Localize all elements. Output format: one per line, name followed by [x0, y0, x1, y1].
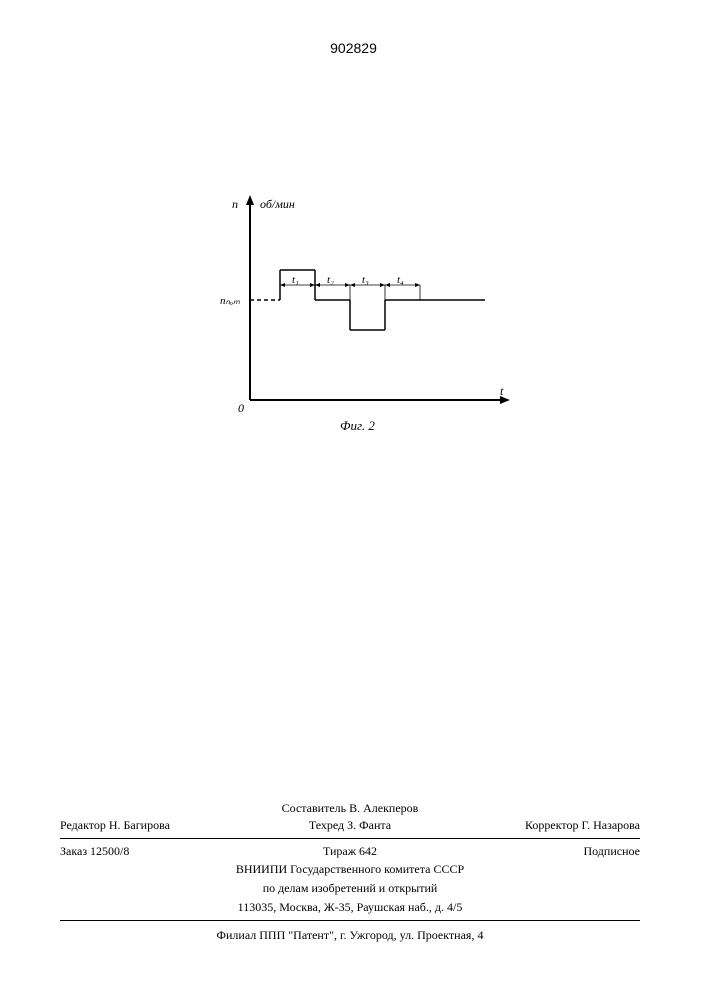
svg-text:t₂: t₂ [327, 274, 334, 286]
x-axis-label: t [500, 384, 504, 398]
org-line-2: по делам изобретений и открытий [60, 880, 640, 897]
compiler-line: Составитель В. Алекперов [60, 800, 640, 817]
nominal-label: nₙₒₘ [220, 295, 240, 307]
svg-text:t₁: t₁ [292, 274, 299, 286]
techred-line: Техред З. Фанта [253, 817, 446, 834]
address-line: 113035, Москва, Ж-35, Раушская наб., д. … [60, 899, 640, 916]
figure-label: Фиг. 2 [340, 418, 375, 433]
segment-markers: t₁ t₂ t₃ t₄ [280, 274, 420, 300]
order-line: Заказ 12500/8 [60, 843, 253, 860]
footer-colophon: Составитель В. Алекперов Редактор Н. Баг… [60, 800, 640, 944]
editor-line: Редактор Н. Багирова [60, 817, 253, 834]
y-axis-label-units: об/мин [260, 197, 295, 211]
org-line-1: ВНИИПИ Государственного комитета СССР [60, 861, 640, 878]
branch-line: Филиал ППП "Патент", г. Ужгород, ул. Про… [60, 927, 640, 944]
circulation-line: Тираж 642 [253, 843, 446, 860]
svg-text:t₃: t₃ [362, 274, 369, 286]
document-number: 902829 [0, 40, 707, 56]
origin-label: 0 [238, 401, 244, 415]
y-axis-label-n: n [232, 197, 238, 211]
svg-text:t₄: t₄ [397, 274, 404, 286]
corrector-line: Корректор Г. Назарова [447, 817, 640, 834]
subscription-line: Подписное [447, 843, 640, 860]
figure-2-chart: n об/мин t 0 nₙₒₘ t₁ [220, 190, 520, 440]
